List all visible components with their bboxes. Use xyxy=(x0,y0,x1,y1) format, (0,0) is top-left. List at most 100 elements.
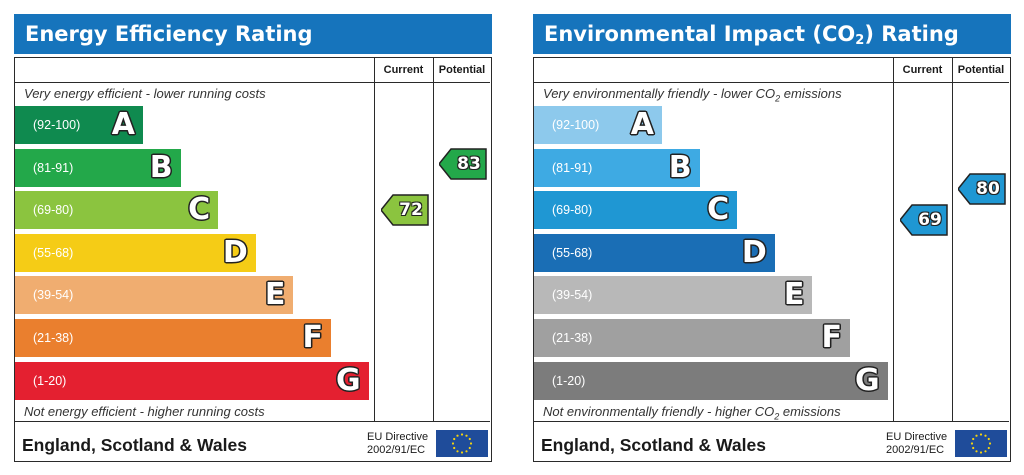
eu-flag-star xyxy=(453,446,456,450)
footer-divider xyxy=(15,421,490,422)
rating-range: (69-80) xyxy=(33,203,74,218)
bottom-note-suffix: emissions xyxy=(779,404,841,419)
footer-region: England, Scotland & Wales xyxy=(22,435,247,455)
column-header-divider xyxy=(15,82,490,83)
current-rating-arrow: 69 xyxy=(900,204,950,236)
eu-flag-star xyxy=(453,437,456,441)
environmental-impact-title: Environmental Impact (CO2) Rating xyxy=(533,14,1011,54)
title-prefix: Environmental Impact (CO xyxy=(544,22,856,46)
rating-range: (39-54) xyxy=(33,288,74,303)
environmental-impact-panel: Environmental Impact (CO2) Rating Curren… xyxy=(533,14,1011,466)
eu-flag-star xyxy=(987,437,990,441)
rating-range: (39-54) xyxy=(552,288,593,303)
rating-letter: B xyxy=(149,149,173,185)
rating-bar-e: (39-54) E xyxy=(15,276,294,315)
column-divider xyxy=(374,58,375,421)
rating-range: (92-100) xyxy=(33,118,81,132)
rating-bar-c: (69-80) C xyxy=(534,191,738,230)
bottom-note: Not energy efficient - higher running co… xyxy=(24,404,265,419)
eu-directive-line2: 2002/91/EC xyxy=(367,444,426,456)
bottom-note-sub: 2 xyxy=(774,411,780,422)
top-note: Very environmentally friendly - lower CO… xyxy=(543,86,842,104)
eu-flag-star xyxy=(988,442,992,445)
eu-flag-star xyxy=(975,434,978,437)
eu-directive-line2: 2002/91/EC xyxy=(886,444,945,456)
eu-flag-star xyxy=(984,434,987,437)
eu-flag-star xyxy=(465,434,468,437)
eu-flag-star xyxy=(468,446,471,450)
eu-flag-icon xyxy=(436,430,488,457)
rating-letter: D xyxy=(741,234,767,270)
column-divider xyxy=(952,58,953,421)
rating-range: (21-38) xyxy=(552,331,593,345)
environmental-impact-frame: Current Potential Very environmentally f… xyxy=(533,57,1011,462)
potential-rating-arrow-value: 80 xyxy=(976,179,1000,200)
eu-flag-star xyxy=(451,442,455,445)
title-sub: 2 xyxy=(855,33,865,48)
rating-letter: E xyxy=(783,277,805,313)
rating-range: (1-20) xyxy=(552,373,586,388)
top-note-suffix: emissions xyxy=(780,86,842,101)
eu-directive: EU Directive 2002/91/EC xyxy=(367,431,428,457)
title-suffix: ) Rating xyxy=(864,22,959,46)
eu-directive-line1: EU Directive xyxy=(886,431,948,443)
footer-region: England, Scotland & Wales xyxy=(541,435,766,455)
eu-flag-star xyxy=(987,446,990,450)
rating-letter: A xyxy=(630,107,654,142)
potential-column-header: Potential xyxy=(438,64,486,76)
rating-bar-f: (21-38) F xyxy=(534,319,850,357)
top-note-sub: 2 xyxy=(775,93,781,104)
rating-range: (69-80) xyxy=(552,203,593,218)
eu-directive: EU Directive 2002/91/EC xyxy=(886,431,947,457)
current-rating-arrow: 72 xyxy=(381,194,431,226)
rating-letter: G xyxy=(335,362,361,398)
rating-letter: C xyxy=(188,192,211,228)
eu-flag-star xyxy=(972,446,975,450)
potential-rating-arrow: 83 xyxy=(439,147,489,180)
energy-efficiency-title: Energy Efficiency Rating xyxy=(14,14,492,54)
rating-bar-g: (1-20) G xyxy=(15,361,369,400)
rating-bar-d: (55-68) D xyxy=(15,233,256,272)
rating-bar-c: (69-80) C xyxy=(15,191,219,230)
rating-range: (92-100) xyxy=(552,118,600,132)
current-rating-arrow-value: 72 xyxy=(399,200,423,221)
rating-range: (81-91) xyxy=(552,160,593,175)
eu-flag-star xyxy=(979,451,983,454)
eu-flag-star xyxy=(975,450,978,453)
eu-flag-star xyxy=(456,434,459,437)
eu-directive-line1: EU Directive xyxy=(367,431,429,443)
column-divider xyxy=(433,58,434,421)
eu-flag-star xyxy=(469,442,473,445)
bottom-note: Not environmentally friendly - higher CO… xyxy=(543,404,841,422)
top-note: Very energy efficient - lower running co… xyxy=(24,86,266,101)
rating-range: (21-38) xyxy=(33,331,74,345)
column-header-divider xyxy=(534,82,1009,83)
rating-bar-d: (55-68) D xyxy=(534,233,775,272)
eu-flag-star xyxy=(972,437,975,441)
rating-bar-b: (81-91) B xyxy=(534,148,700,187)
rating-bar-a: (92-100) A xyxy=(534,106,662,144)
rating-letter: E xyxy=(264,277,286,313)
eu-flag-star xyxy=(465,450,468,453)
eu-flag-star xyxy=(460,451,464,454)
rating-letter: D xyxy=(222,234,248,270)
eu-flag-star xyxy=(468,437,471,441)
rating-range: (1-20) xyxy=(33,373,67,388)
energy-efficiency-frame: Current Potential Very energy efficient … xyxy=(14,57,492,462)
rating-range: (55-68) xyxy=(33,245,74,260)
rating-bar-a: (92-100) A xyxy=(15,106,143,144)
potential-rating-arrow: 80 xyxy=(958,173,1008,205)
eu-flag-star xyxy=(979,433,983,436)
eu-flag-star xyxy=(456,450,459,453)
current-rating-arrow-value: 69 xyxy=(918,210,942,231)
rating-range: (81-91) xyxy=(33,160,74,175)
top-note-prefix: Very environmentally friendly - lower CO xyxy=(543,86,776,101)
rating-letter: F xyxy=(821,320,843,355)
bottom-note-prefix: Not environmentally friendly - higher CO xyxy=(543,404,775,419)
eu-flag-icon xyxy=(955,430,1007,457)
potential-column-header: Potential xyxy=(957,64,1005,76)
rating-bar-e: (39-54) E xyxy=(534,276,813,315)
rating-range: (55-68) xyxy=(552,245,593,260)
current-column-header: Current xyxy=(902,64,943,76)
energy-efficiency-panel: Energy Efficiency Rating Current Potenti… xyxy=(14,14,492,466)
